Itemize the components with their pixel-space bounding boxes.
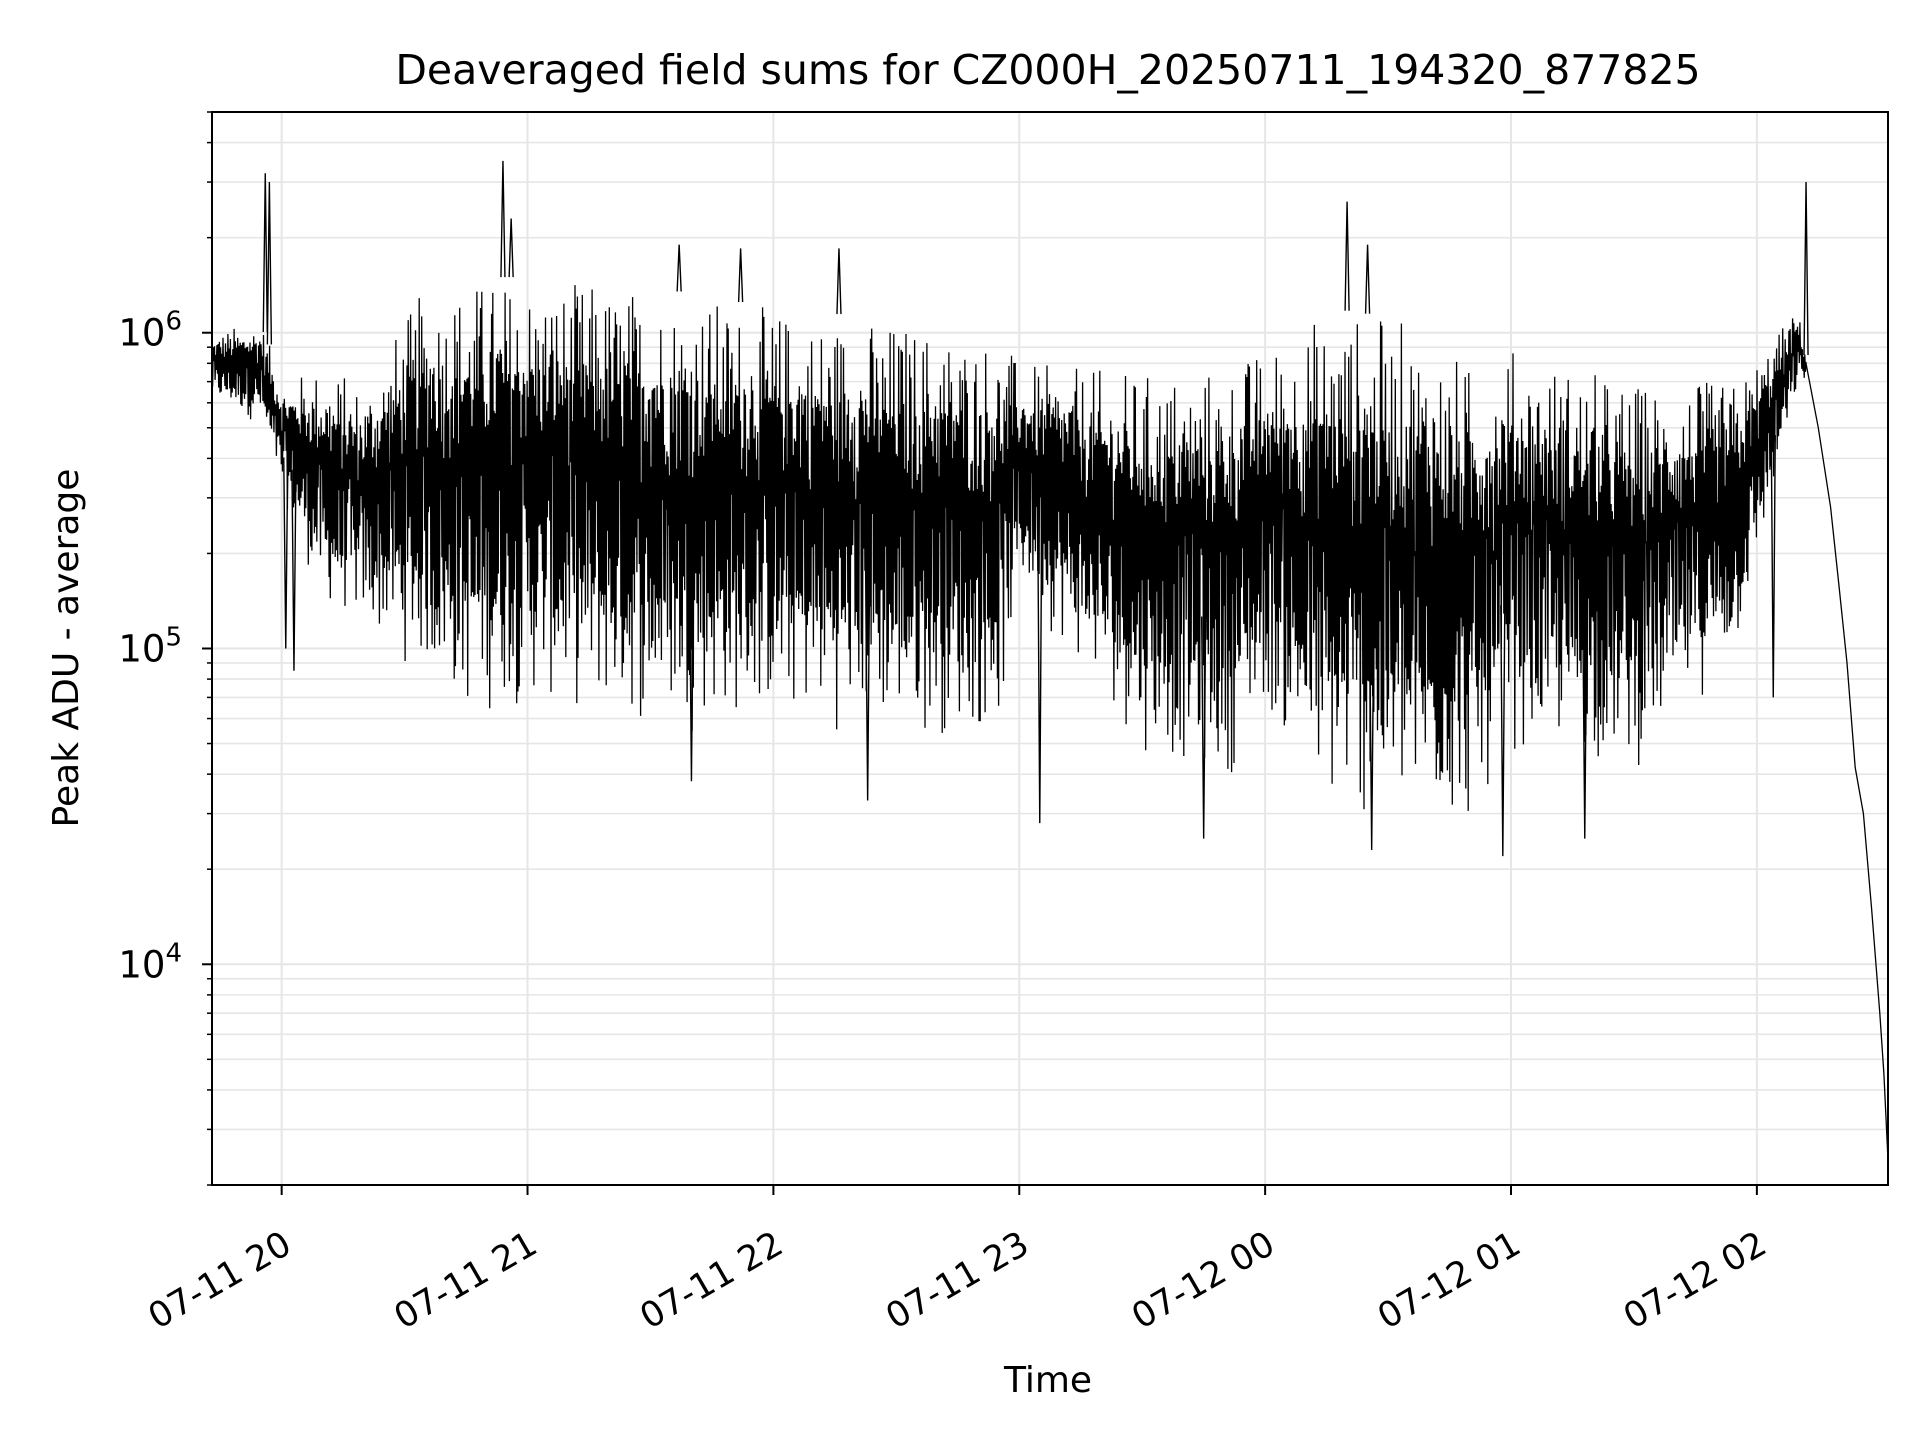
series-spike — [836, 248, 842, 315]
y-tick-label: 105 — [118, 623, 182, 671]
series-spike — [500, 160, 506, 278]
x-tick-label: 07-12 02 — [1617, 1224, 1773, 1337]
x-tick-label: 07-11 22 — [634, 1224, 790, 1337]
series-spike — [1368, 629, 1375, 851]
series-spike — [262, 173, 268, 333]
series-spike — [1803, 182, 1809, 356]
series-spike — [1200, 616, 1207, 839]
series-line — [211, 285, 1889, 1161]
series-spike — [1037, 518, 1043, 824]
y-tick-label: 106 — [118, 307, 182, 355]
x-axis: 07-11 20 07-11 21 07-11 22 07-11 23 07-12 00… — [142, 1185, 1773, 1337]
series-spike — [291, 469, 297, 671]
series-spike — [1364, 244, 1371, 314]
series-spike — [864, 571, 871, 801]
x-tick-label: 07-11 23 — [879, 1224, 1035, 1337]
x-tick-label: 07-11 21 — [388, 1224, 544, 1337]
series-spike — [1500, 605, 1506, 857]
x-tick-label: 07-12 01 — [1371, 1224, 1527, 1337]
chart-title: Deaveraged field sums for CZ000H_2025071… — [395, 46, 1700, 94]
series-spike — [266, 182, 273, 345]
series-spike — [1344, 201, 1350, 311]
series-spike — [283, 457, 289, 649]
series-spike — [676, 244, 682, 292]
y-tick-label: 104 — [118, 938, 182, 986]
series-spike — [1582, 610, 1588, 839]
data-lines — [211, 160, 1889, 1161]
series-spike — [508, 218, 514, 278]
y-axis-label: Peak ADU - average — [46, 469, 87, 828]
x-axis-label: Time — [1003, 1360, 1092, 1401]
x-tick-label: 07-11 20 — [142, 1224, 298, 1337]
series-spike — [737, 248, 744, 303]
x-tick-label: 07-12 00 — [1125, 1224, 1281, 1337]
y-axis: 104 105 106 — [118, 111, 212, 1186]
